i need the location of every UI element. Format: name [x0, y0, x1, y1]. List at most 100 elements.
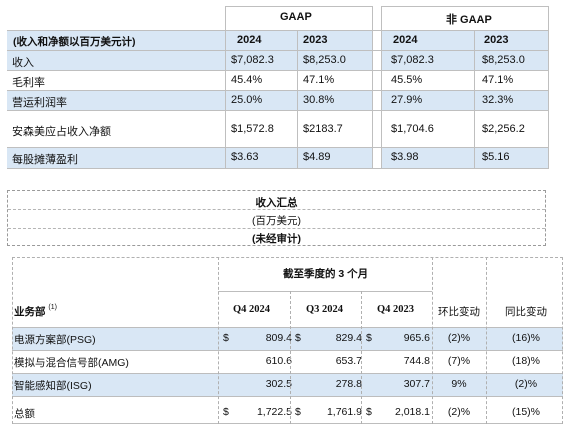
q4-2023-value: 307.7	[403, 378, 430, 390]
rule	[218, 291, 432, 292]
currency-symbol: $	[223, 332, 229, 344]
row-label: 营运利润率	[12, 97, 67, 109]
rule	[225, 6, 226, 169]
rule	[12, 350, 563, 351]
financial-highlights-table: GAAP 非 GAAP (收入和净额以百万美元计) 2024 2023 2024…	[7, 6, 549, 170]
rule	[7, 70, 549, 71]
q4-2024-value: 302.5	[265, 378, 292, 390]
q3-2024-value: 653.7	[335, 355, 362, 367]
row-header-label: (收入和净额以百万美元计)	[13, 36, 136, 48]
summary-unit: (百万美元)	[252, 215, 301, 227]
non-gaap-2024-value: 27.9%	[391, 94, 423, 106]
q4-2023-value: 965.6	[403, 332, 430, 344]
q4-2023-value: 744.8	[403, 355, 430, 367]
q4-2024-value: 610.6	[265, 355, 292, 367]
rule	[297, 30, 298, 169]
currency-symbol: $	[295, 406, 301, 418]
rule	[7, 50, 549, 51]
segment-label: 模拟与混合信号部(AMG)	[14, 357, 129, 369]
footnote-marker: (1)	[48, 304, 57, 311]
rule	[562, 257, 563, 424]
gaap-2023-value: $4.89	[303, 151, 331, 163]
non-gaap-year-2023: 2023	[484, 34, 509, 46]
gaap-year-2023: 2023	[303, 34, 328, 46]
rule	[486, 257, 487, 424]
quarter-header-q4-2024: Q4 2024	[233, 304, 271, 315]
q3-2024-value: 1,761.9	[326, 406, 362, 418]
quarter-header-q4-2023: Q4 2023	[377, 304, 415, 315]
quarter-header-q3-2024: Q3 2024	[306, 304, 344, 315]
rule	[432, 257, 433, 424]
segment-revenue-table: 截至季度的 3 个月 业务部 (1) Q4 2024 Q3 2024 Q4 20…	[12, 257, 563, 427]
gaap-2024-value: 25.0%	[231, 94, 263, 106]
row-bg-eps	[7, 147, 549, 168]
qoq-value: (2)%	[447, 406, 471, 418]
yoy-value: (18)%	[511, 355, 540, 367]
q3-2024-value: 278.8	[335, 378, 362, 390]
qoq-value: (2)%	[447, 332, 471, 344]
segment-column-label: 业务部	[14, 306, 46, 318]
gaap-2024-value: $1,572.8	[231, 123, 274, 135]
non-gaap-2024-value: 45.5%	[391, 74, 423, 86]
q3-2024-value: 829.4	[335, 332, 362, 344]
yoy-header: 同比变动	[505, 306, 547, 318]
rule	[7, 30, 549, 31]
row-label: 毛利率	[12, 77, 45, 89]
non-gaap-2023-value: $2,256.2	[482, 123, 525, 135]
rule	[12, 257, 563, 258]
non-gaap-2024-value: $7,082.3	[391, 54, 434, 66]
q4-2024-value: 1,722.5	[256, 406, 292, 418]
gaap-2023-value: $8,253.0	[303, 54, 346, 66]
currency-symbol: $	[223, 406, 229, 418]
q4-2023-value: 2,018.1	[394, 406, 430, 418]
rule	[12, 373, 563, 374]
qoq-value: 9%	[451, 378, 467, 390]
gaap-2023-value: 30.8%	[303, 94, 335, 106]
rule	[218, 257, 219, 424]
gaap-2024-value: $3.63	[231, 151, 259, 163]
yoy-value: (16)%	[511, 332, 540, 344]
non-gaap-2023-value: $5.16	[482, 151, 510, 163]
non-gaap-2024-value: $3.98	[391, 151, 419, 163]
yoy-value: (2)%	[514, 378, 538, 390]
rule	[361, 291, 362, 424]
rule	[225, 6, 373, 7]
header-row-bg	[7, 30, 549, 50]
rule	[381, 6, 382, 169]
row-label: 安森美应占收入净额	[12, 126, 111, 138]
gaap-2023-value: $2183.7	[303, 123, 343, 135]
gaap-header: GAAP	[280, 11, 312, 23]
non-gaap-year-2024: 2024	[393, 34, 418, 46]
segment-label: 电源方案部(PSG)	[14, 334, 96, 346]
summary-title: 收入汇总	[255, 197, 298, 209]
qoq-header: 环比变动	[438, 306, 480, 318]
rule	[7, 90, 549, 91]
segment-label: 智能感知部(ISG)	[14, 380, 92, 392]
segment-column-header: 业务部 (1)	[14, 304, 57, 319]
rule	[372, 6, 373, 169]
currency-symbol: $	[295, 332, 301, 344]
non-gaap-2024-value: $1,704.6	[391, 123, 434, 135]
yoy-value: (15)%	[511, 406, 540, 418]
row-bg-isg	[12, 374, 563, 396]
qoq-value: (7)%	[447, 355, 471, 367]
column-gap	[373, 6, 381, 170]
rule	[12, 327, 563, 328]
rule	[12, 423, 563, 424]
non-gaap-2023-value: $8,253.0	[482, 54, 525, 66]
non-gaap-header: 非 GAAP	[446, 14, 492, 26]
summary-note: (未经审计)	[252, 233, 301, 245]
divider	[8, 209, 545, 210]
currency-symbol: $	[366, 406, 372, 418]
currency-symbol: $	[366, 332, 372, 344]
row-bg-psg	[12, 328, 563, 350]
revenue-summary-heading: 收入汇总 (百万美元) (未经审计)	[7, 190, 546, 246]
period-header: 截至季度的 3 个月	[283, 268, 369, 280]
gaap-2024-value: 45.4%	[231, 74, 263, 86]
non-gaap-2023-value: 47.1%	[482, 74, 514, 86]
rule	[12, 257, 13, 424]
row-label: 收入	[12, 57, 34, 69]
segment-label: 总额	[14, 408, 35, 420]
rule	[7, 110, 549, 111]
rule	[12, 396, 563, 397]
